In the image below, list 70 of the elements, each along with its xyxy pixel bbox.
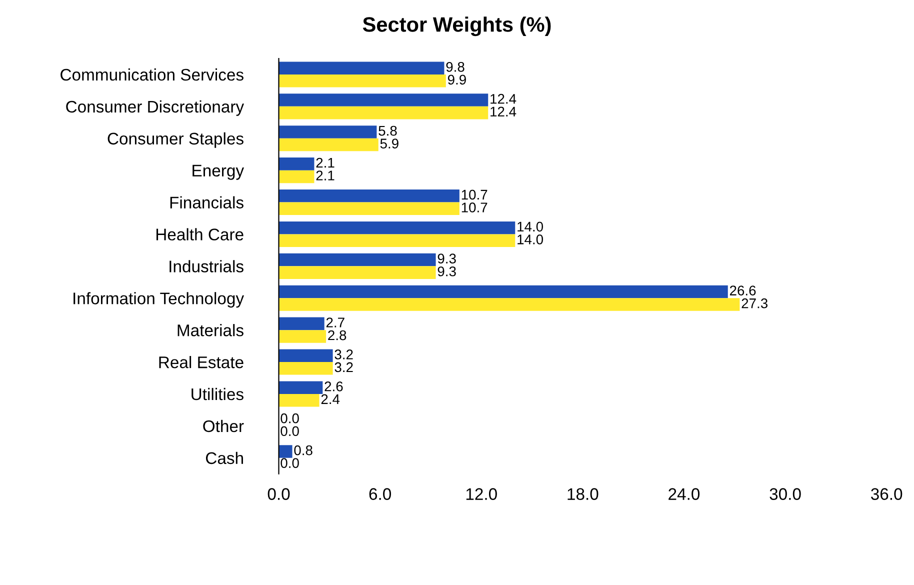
y-tick-label: Materials [178, 324, 244, 336]
x-tick-label: 6.0 [369, 488, 392, 500]
data-label: 10.7 [462, 190, 488, 200]
data-label: 9.3 [438, 254, 456, 264]
x-tick-label: 12.0 [466, 488, 497, 500]
bar [278, 189, 460, 202]
y-tick-label: Other [203, 420, 244, 432]
data-label: 0.0 [280, 426, 299, 436]
x-tick-label: 24.0 [668, 488, 700, 500]
data-label: 9.3 [438, 266, 456, 276]
data-label: 2.1 [316, 158, 334, 168]
bar [278, 221, 516, 234]
bar [278, 158, 314, 170]
data-label: 26.6 [730, 286, 756, 296]
bar [278, 170, 314, 184]
data-label: 2.6 [324, 381, 343, 392]
data-label: 5.8 [378, 126, 397, 136]
data-label: 9.8 [446, 62, 464, 72]
bar [278, 394, 320, 407]
bar [278, 138, 378, 152]
bar [278, 253, 436, 266]
data-label: 9.9 [448, 74, 466, 85]
bar [278, 94, 488, 106]
data-label: 27.3 [742, 298, 768, 308]
data-label: 12.4 [490, 106, 516, 116]
y-tick-label: Information Technology [74, 292, 244, 308]
data-label: 0.8 [294, 445, 312, 456]
bar [278, 317, 324, 330]
y-tick-label: Utilities [192, 388, 244, 400]
y-tick-label: Communication Services [60, 68, 244, 81]
bar [278, 74, 446, 88]
bar [278, 266, 436, 279]
data-label: 14.0 [518, 234, 544, 244]
data-label: 2.7 [326, 318, 344, 328]
data-label: 10.7 [462, 202, 488, 212]
data-label: 14.0 [518, 222, 544, 232]
y-tick-label: Consumer Staples [108, 132, 244, 148]
y-tick-label: Real Estate [159, 356, 244, 368]
bar [278, 202, 460, 216]
x-tick-label: 36.0 [871, 488, 902, 500]
data-label: 0.0 [280, 458, 299, 468]
data-label: 2.1 [316, 170, 334, 180]
y-tick-label: Consumer Discretionary [66, 100, 244, 116]
x-tick-label: 18.0 [568, 488, 598, 500]
x-tick-label: 0.0 [268, 488, 290, 500]
y-tick-label: Health Care [156, 228, 244, 240]
data-label: 2.8 [328, 330, 346, 340]
data-label: 2.4 [321, 394, 340, 404]
bar [278, 445, 292, 458]
bar [278, 285, 728, 298]
bar [278, 106, 488, 120]
bar [278, 126, 377, 138]
data-label: 3.2 [334, 362, 353, 372]
data-label: 5.9 [380, 138, 398, 148]
bar [278, 362, 333, 375]
bar [278, 381, 323, 394]
bar [278, 330, 326, 343]
y-tick-label: Financials [170, 196, 244, 208]
x-tick-label: 30.0 [770, 488, 801, 500]
y-tick-label: Cash [206, 452, 243, 464]
bar [278, 349, 333, 362]
bar [278, 234, 516, 248]
bar [278, 298, 740, 311]
data-label: 12.4 [490, 94, 516, 104]
y-tick-label: Energy [192, 164, 244, 180]
data-label: 0.0 [280, 413, 299, 424]
data-label: 3.2 [334, 350, 353, 360]
chart-title: Sector Weights (%) [362, 16, 551, 36]
y-tick-label: Industrials [170, 260, 244, 272]
bar [278, 62, 444, 74]
